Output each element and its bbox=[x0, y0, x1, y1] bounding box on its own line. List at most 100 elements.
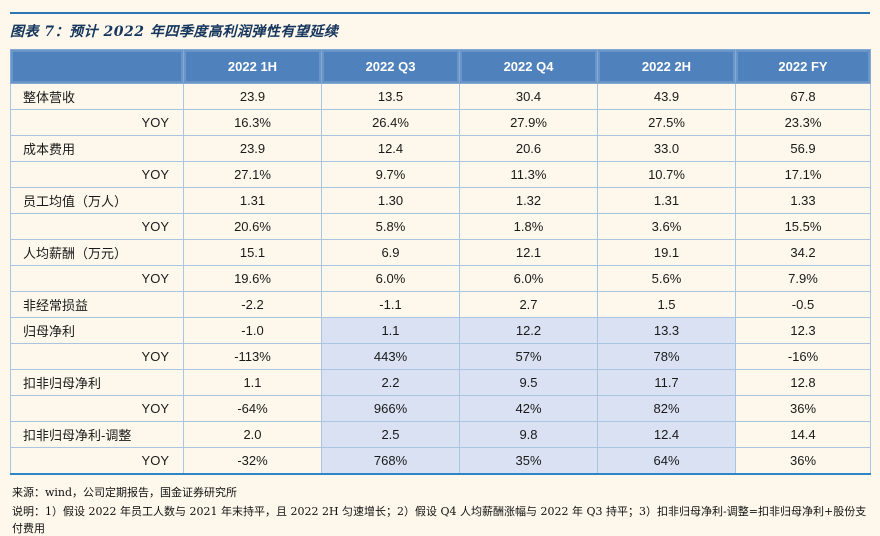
value-cell: -1.1 bbox=[321, 291, 460, 318]
value-cell: 57% bbox=[459, 343, 598, 370]
row-label-metric: 整体营收 bbox=[10, 83, 184, 110]
value-cell: 6.0% bbox=[321, 265, 460, 292]
table-footnotes: 来源：wind，公司定期报告，国金证券研究所 说明：1）假设 2022 年员工人… bbox=[12, 484, 870, 536]
table-row: 扣非归母净利-调整 2.0 2.5 9.8 12.4 14.4 bbox=[10, 421, 871, 448]
row-label-metric: 扣非归母净利-调整 bbox=[10, 421, 184, 448]
value-cell: 2.2 bbox=[321, 369, 460, 396]
row-label-yoy: YOY bbox=[10, 161, 184, 188]
value-cell: 1.5 bbox=[597, 291, 736, 318]
value-cell: 1.31 bbox=[597, 187, 736, 214]
value-cell: -113% bbox=[183, 343, 322, 370]
table-row: YOY -113% 443% 57% 78% -16% bbox=[10, 343, 871, 370]
value-cell: -1.0 bbox=[183, 317, 322, 344]
value-cell: 13.5 bbox=[321, 83, 460, 110]
value-cell: 7.9% bbox=[735, 265, 871, 292]
header-cell-2022-1h: 2022 1H bbox=[183, 49, 322, 84]
row-label-yoy: YOY bbox=[10, 213, 184, 240]
value-cell: 15.5% bbox=[735, 213, 871, 240]
table-row: YOY 16.3% 26.4% 27.9% 27.5% 23.3% bbox=[10, 109, 871, 136]
table-row: 人均薪酬（万元） 15.1 6.9 12.1 19.1 34.2 bbox=[10, 239, 871, 266]
value-cell: 30.4 bbox=[459, 83, 598, 110]
value-cell: 36% bbox=[735, 447, 871, 475]
table-row: 整体营收 23.9 13.5 30.4 43.9 67.8 bbox=[10, 83, 871, 110]
value-cell: 1.8% bbox=[459, 213, 598, 240]
value-cell: 82% bbox=[597, 395, 736, 422]
value-cell: 26.4% bbox=[321, 109, 460, 136]
header-cell-blank bbox=[10, 49, 184, 84]
row-label-yoy: YOY bbox=[10, 343, 184, 370]
value-cell: 3.6% bbox=[597, 213, 736, 240]
value-cell: 20.6 bbox=[459, 135, 598, 162]
value-cell: -0.5 bbox=[735, 291, 871, 318]
row-label-metric: 员工均值（万人） bbox=[10, 187, 184, 214]
value-cell: 12.1 bbox=[459, 239, 598, 266]
value-cell: 1.33 bbox=[735, 187, 871, 214]
header-cell-2022-fy: 2022 FY bbox=[735, 49, 871, 84]
value-cell: 768% bbox=[321, 447, 460, 475]
value-cell: 10.7% bbox=[597, 161, 736, 188]
value-cell: 1.32 bbox=[459, 187, 598, 214]
value-cell: -32% bbox=[183, 447, 322, 475]
value-cell: 19.1 bbox=[597, 239, 736, 266]
value-cell: 12.4 bbox=[321, 135, 460, 162]
value-cell: 35% bbox=[459, 447, 598, 475]
table-row: YOY 20.6% 5.8% 1.8% 3.6% 15.5% bbox=[10, 213, 871, 240]
value-cell: 6.0% bbox=[459, 265, 598, 292]
value-cell: 23.3% bbox=[735, 109, 871, 136]
value-cell: 9.7% bbox=[321, 161, 460, 188]
table-body: 整体营收 23.9 13.5 30.4 43.9 67.8 YOY 16.3% 26.4% 27.… bbox=[10, 83, 871, 475]
value-cell: 43.9 bbox=[597, 83, 736, 110]
value-cell: 443% bbox=[321, 343, 460, 370]
row-label-yoy: YOY bbox=[10, 395, 184, 422]
value-cell: 27.9% bbox=[459, 109, 598, 136]
table-row: YOY -64% 966% 42% 82% 36% bbox=[10, 395, 871, 422]
value-cell: 23.9 bbox=[183, 135, 322, 162]
value-cell: 1.1 bbox=[321, 317, 460, 344]
value-cell: 13.3 bbox=[597, 317, 736, 344]
value-cell: 1.30 bbox=[321, 187, 460, 214]
table-row: 非经常损益 -2.2 -1.1 2.7 1.5 -0.5 bbox=[10, 291, 871, 318]
table-row: YOY 27.1% 9.7% 11.3% 10.7% 17.1% bbox=[10, 161, 871, 188]
table-row: 成本费用 23.9 12.4 20.6 33.0 56.9 bbox=[10, 135, 871, 162]
row-label-metric: 成本费用 bbox=[10, 135, 184, 162]
value-cell: 5.6% bbox=[597, 265, 736, 292]
value-cell: 33.0 bbox=[597, 135, 736, 162]
row-label-metric: 非经常损益 bbox=[10, 291, 184, 318]
row-label-metric: 归母净利 bbox=[10, 317, 184, 344]
value-cell: 17.1% bbox=[735, 161, 871, 188]
value-cell: 2.7 bbox=[459, 291, 598, 318]
value-cell: 6.9 bbox=[321, 239, 460, 266]
value-cell: 67.8 bbox=[735, 83, 871, 110]
value-cell: 42% bbox=[459, 395, 598, 422]
value-cell: 27.1% bbox=[183, 161, 322, 188]
value-cell: 78% bbox=[597, 343, 736, 370]
row-label-yoy: YOY bbox=[10, 109, 184, 136]
value-cell: 9.5 bbox=[459, 369, 598, 396]
financial-forecast-table: 2022 1H 2022 Q3 2022 Q4 2022 2H 2022 FY … bbox=[10, 49, 871, 475]
value-cell: 23.9 bbox=[183, 83, 322, 110]
value-cell: -64% bbox=[183, 395, 322, 422]
table-row: YOY 19.6% 6.0% 6.0% 5.6% 7.9% bbox=[10, 265, 871, 292]
table-row: 扣非归母净利 1.1 2.2 9.5 11.7 12.8 bbox=[10, 369, 871, 396]
value-cell: 11.7 bbox=[597, 369, 736, 396]
table-header: 2022 1H 2022 Q3 2022 Q4 2022 2H 2022 FY bbox=[10, 49, 871, 84]
row-label-metric: 人均薪酬（万元） bbox=[10, 239, 184, 266]
value-cell: 64% bbox=[597, 447, 736, 475]
figure-title: 图表 7：预计 2022 年四季度高利润弹性有望延续 bbox=[10, 24, 339, 40]
value-cell: 2.0 bbox=[183, 421, 322, 448]
value-cell: -16% bbox=[735, 343, 871, 370]
value-cell: 9.8 bbox=[459, 421, 598, 448]
value-cell: 14.4 bbox=[735, 421, 871, 448]
explanation-note: 说明：1）假设 2022 年员工人数与 2021 年末持平，且 2022 2H … bbox=[12, 504, 867, 536]
value-cell: 20.6% bbox=[183, 213, 322, 240]
table-row: 归母净利 -1.0 1.1 12.2 13.3 12.3 bbox=[10, 317, 871, 344]
value-cell: 12.4 bbox=[597, 421, 736, 448]
value-cell: 16.3% bbox=[183, 109, 322, 136]
header-row: 2022 1H 2022 Q3 2022 Q4 2022 2H 2022 FY bbox=[10, 49, 871, 84]
table-row: YOY -32% 768% 35% 64% 36% bbox=[10, 447, 871, 475]
value-cell: 12.3 bbox=[735, 317, 871, 344]
title-top-rule bbox=[10, 12, 870, 14]
value-cell: 15.1 bbox=[183, 239, 322, 266]
value-cell: 966% bbox=[321, 395, 460, 422]
value-cell: 1.1 bbox=[183, 369, 322, 396]
